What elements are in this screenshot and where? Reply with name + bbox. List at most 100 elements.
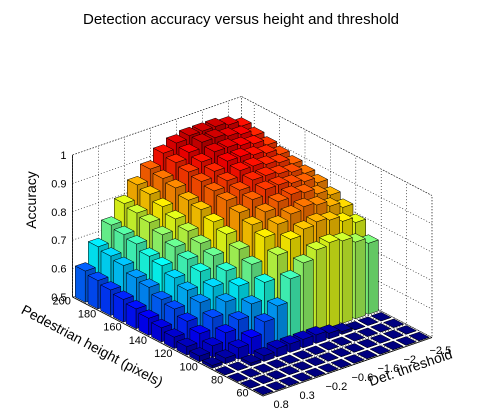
bar-face bbox=[241, 190, 264, 200]
bar bbox=[330, 347, 353, 357]
height-tick-label: 120 bbox=[154, 348, 172, 360]
bar bbox=[330, 358, 352, 369]
bar-face bbox=[279, 269, 302, 280]
bar-face bbox=[253, 363, 275, 373]
bar-face bbox=[151, 225, 174, 236]
bar-face bbox=[357, 327, 379, 337]
bar-face bbox=[188, 347, 211, 357]
bar-face bbox=[239, 379, 262, 389]
threshold-gridline bbox=[124, 137, 316, 379]
height-tick-label: 140 bbox=[129, 335, 147, 347]
bar-face bbox=[267, 215, 289, 225]
bar-face bbox=[253, 313, 276, 323]
bar-face bbox=[87, 271, 109, 281]
bar-face bbox=[216, 191, 238, 201]
bar-face bbox=[265, 381, 287, 391]
z-tick-label: 1 bbox=[60, 150, 66, 162]
bar-face bbox=[229, 161, 251, 171]
bar-face bbox=[254, 228, 276, 238]
bar bbox=[265, 381, 287, 391]
bar-face bbox=[150, 318, 173, 329]
bar-face bbox=[382, 329, 405, 339]
bar-face bbox=[252, 374, 275, 384]
bar-face bbox=[293, 197, 315, 208]
bar-face bbox=[229, 181, 251, 191]
height-tick-label: 100 bbox=[179, 361, 197, 373]
height-gridline bbox=[237, 182, 407, 384]
bar-face bbox=[315, 246, 327, 333]
bar-face bbox=[305, 345, 327, 355]
bar bbox=[266, 359, 288, 369]
bar bbox=[357, 316, 379, 326]
bar bbox=[382, 340, 404, 351]
bar-face bbox=[318, 341, 340, 351]
bar bbox=[370, 323, 392, 333]
height-tick-label: 60 bbox=[236, 388, 248, 400]
bar-face bbox=[100, 281, 122, 291]
bar-face bbox=[370, 312, 392, 322]
bar-face bbox=[395, 325, 418, 335]
bar bbox=[344, 332, 366, 342]
bar-face bbox=[408, 331, 430, 342]
bar bbox=[291, 372, 313, 382]
bar-face bbox=[292, 350, 314, 360]
bar-face bbox=[241, 255, 263, 265]
bar bbox=[265, 370, 288, 380]
bar bbox=[252, 385, 274, 396]
bar-face bbox=[177, 222, 199, 232]
bar bbox=[240, 368, 262, 378]
bar-face bbox=[138, 309, 160, 319]
bar-face bbox=[190, 172, 213, 182]
height-tick-label: 80 bbox=[211, 375, 223, 387]
bar bbox=[201, 356, 224, 369]
bar-face bbox=[331, 336, 353, 346]
bar-face bbox=[165, 153, 187, 163]
bar-face bbox=[266, 297, 289, 307]
bar-face bbox=[203, 213, 225, 223]
bar bbox=[305, 326, 327, 344]
bar-face bbox=[252, 385, 274, 396]
bar-face bbox=[113, 194, 136, 204]
bar-face bbox=[87, 237, 110, 248]
bar-face bbox=[217, 138, 239, 148]
bar-face bbox=[191, 133, 213, 143]
bar bbox=[279, 354, 301, 364]
bar-face bbox=[242, 157, 264, 167]
bar-face bbox=[302, 259, 314, 338]
bar-face bbox=[279, 354, 301, 364]
bar-face bbox=[100, 247, 122, 257]
bar-face bbox=[318, 233, 341, 243]
threshold-tick-label: −1.6 bbox=[378, 363, 400, 375]
bar-face bbox=[216, 152, 239, 162]
bar bbox=[356, 349, 378, 360]
bar-face bbox=[305, 241, 328, 251]
bar-face bbox=[189, 324, 211, 334]
bar bbox=[357, 327, 379, 337]
bar-face bbox=[164, 238, 186, 248]
bar-face bbox=[164, 210, 187, 220]
bar-face bbox=[292, 220, 315, 230]
bar bbox=[253, 346, 275, 362]
bar-face bbox=[240, 295, 263, 305]
threshold-tick-label: 0.8 bbox=[274, 399, 289, 409]
bar-face bbox=[178, 163, 200, 173]
bar-face bbox=[214, 349, 237, 359]
bar-face bbox=[254, 203, 276, 213]
bar-face bbox=[204, 117, 227, 127]
bar-face bbox=[191, 153, 213, 163]
bar-face bbox=[356, 338, 379, 348]
bar-face bbox=[216, 171, 238, 182]
bar-face bbox=[152, 197, 174, 207]
bar bbox=[252, 374, 275, 384]
bar bbox=[214, 366, 236, 376]
bar-face bbox=[369, 334, 392, 344]
bar-face bbox=[241, 216, 263, 226]
z-tick-label: 0.8 bbox=[51, 207, 66, 219]
bar-face bbox=[254, 180, 277, 190]
bar bbox=[304, 367, 326, 378]
threshold-gridline bbox=[98, 146, 290, 388]
bar bbox=[278, 376, 300, 387]
bar-face bbox=[266, 359, 288, 369]
bar-face bbox=[152, 169, 174, 179]
bar-face bbox=[292, 330, 314, 340]
